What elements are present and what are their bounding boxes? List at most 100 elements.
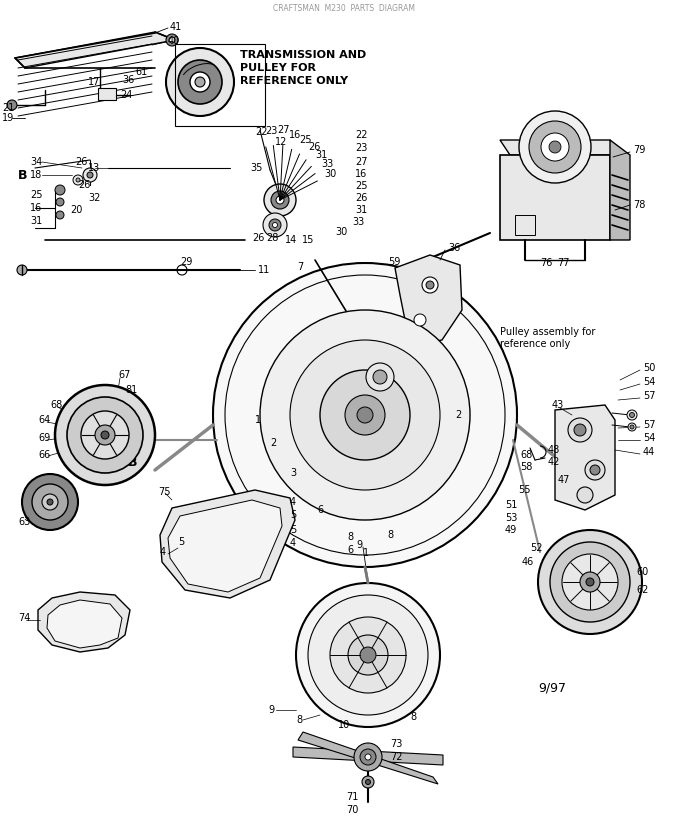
Text: 68: 68 bbox=[520, 450, 533, 460]
Circle shape bbox=[178, 60, 222, 104]
Text: 49: 49 bbox=[505, 525, 517, 535]
Circle shape bbox=[7, 100, 17, 110]
Text: 60: 60 bbox=[636, 567, 648, 577]
Text: TRANSMISSION AND: TRANSMISSION AND bbox=[240, 50, 366, 60]
Text: 36: 36 bbox=[122, 75, 134, 85]
Text: 2: 2 bbox=[455, 410, 461, 420]
Text: 54: 54 bbox=[643, 377, 656, 387]
Circle shape bbox=[95, 425, 115, 445]
Circle shape bbox=[166, 48, 234, 116]
Circle shape bbox=[290, 340, 440, 490]
Circle shape bbox=[373, 370, 387, 384]
Text: 10: 10 bbox=[338, 720, 350, 730]
Circle shape bbox=[360, 749, 376, 765]
Text: 19: 19 bbox=[2, 113, 14, 123]
Polygon shape bbox=[395, 255, 462, 345]
Text: 16: 16 bbox=[355, 169, 367, 179]
Circle shape bbox=[414, 314, 426, 326]
Circle shape bbox=[190, 72, 210, 92]
Text: 25: 25 bbox=[30, 190, 43, 200]
Circle shape bbox=[330, 617, 406, 693]
Text: 8: 8 bbox=[387, 530, 393, 540]
Polygon shape bbox=[555, 405, 615, 510]
Text: 55: 55 bbox=[518, 485, 530, 495]
Text: 66: 66 bbox=[38, 450, 50, 460]
Text: 25: 25 bbox=[299, 135, 312, 145]
Text: 9: 9 bbox=[268, 705, 274, 715]
Circle shape bbox=[83, 168, 97, 182]
Text: 8: 8 bbox=[410, 712, 416, 722]
Circle shape bbox=[630, 413, 634, 418]
Text: 4: 4 bbox=[290, 538, 296, 548]
Circle shape bbox=[81, 411, 129, 459]
Text: B: B bbox=[128, 456, 138, 469]
Text: 8: 8 bbox=[296, 715, 302, 725]
Text: 4: 4 bbox=[290, 497, 296, 507]
Text: B: B bbox=[18, 168, 28, 181]
Circle shape bbox=[76, 178, 80, 182]
Circle shape bbox=[366, 363, 394, 391]
Text: 24: 24 bbox=[120, 90, 132, 100]
Text: reference only: reference only bbox=[500, 339, 570, 349]
Text: 14: 14 bbox=[285, 235, 297, 245]
Text: 76: 76 bbox=[540, 258, 552, 268]
Text: 33: 33 bbox=[321, 160, 333, 170]
Text: 27: 27 bbox=[355, 157, 367, 167]
Text: 9/97: 9/97 bbox=[538, 681, 566, 695]
Text: 5: 5 bbox=[178, 537, 184, 547]
Circle shape bbox=[169, 37, 175, 43]
Circle shape bbox=[263, 213, 287, 237]
Text: 4: 4 bbox=[160, 547, 166, 557]
Circle shape bbox=[590, 465, 600, 475]
Text: 28: 28 bbox=[266, 233, 279, 243]
Text: 48: 48 bbox=[548, 445, 560, 455]
Circle shape bbox=[549, 141, 561, 153]
Circle shape bbox=[586, 578, 594, 586]
Circle shape bbox=[55, 385, 155, 485]
Bar bbox=[175, 44, 265, 126]
Circle shape bbox=[422, 277, 438, 293]
Text: 69: 69 bbox=[38, 433, 50, 443]
Circle shape bbox=[264, 184, 296, 216]
Circle shape bbox=[308, 595, 428, 715]
Circle shape bbox=[348, 635, 388, 675]
Text: 52: 52 bbox=[530, 543, 543, 553]
Text: 2: 2 bbox=[270, 438, 277, 448]
Text: 1: 1 bbox=[255, 415, 261, 425]
Text: 53: 53 bbox=[505, 513, 517, 523]
Circle shape bbox=[271, 191, 289, 209]
Circle shape bbox=[541, 133, 569, 161]
Circle shape bbox=[101, 431, 109, 439]
Text: 23: 23 bbox=[355, 143, 367, 153]
Text: 57: 57 bbox=[643, 391, 656, 401]
Text: 61: 61 bbox=[135, 67, 147, 77]
Text: 63: 63 bbox=[18, 517, 30, 527]
Bar bbox=[515, 215, 535, 235]
Circle shape bbox=[166, 34, 178, 46]
Polygon shape bbox=[168, 500, 282, 592]
Polygon shape bbox=[500, 140, 620, 155]
Text: REFERENCE ONLY: REFERENCE ONLY bbox=[240, 76, 348, 86]
Text: 74: 74 bbox=[18, 613, 30, 623]
Polygon shape bbox=[38, 592, 130, 652]
Text: 80: 80 bbox=[373, 352, 385, 362]
Text: 54: 54 bbox=[643, 433, 656, 443]
Text: 26: 26 bbox=[355, 193, 367, 203]
Circle shape bbox=[550, 542, 630, 622]
Text: 16: 16 bbox=[289, 129, 301, 140]
Circle shape bbox=[354, 743, 382, 771]
Circle shape bbox=[213, 263, 517, 567]
Circle shape bbox=[272, 222, 277, 227]
Text: 79: 79 bbox=[633, 145, 645, 155]
Polygon shape bbox=[293, 747, 443, 765]
Text: 77: 77 bbox=[557, 258, 570, 268]
Text: 8: 8 bbox=[347, 532, 353, 542]
Circle shape bbox=[260, 310, 470, 520]
Text: 72: 72 bbox=[390, 752, 402, 762]
Text: 50: 50 bbox=[643, 363, 656, 373]
Text: 6: 6 bbox=[347, 545, 353, 555]
Text: 57: 57 bbox=[643, 420, 656, 430]
Text: 43: 43 bbox=[552, 400, 564, 410]
Text: 45: 45 bbox=[393, 402, 405, 412]
Text: 41: 41 bbox=[170, 22, 182, 32]
